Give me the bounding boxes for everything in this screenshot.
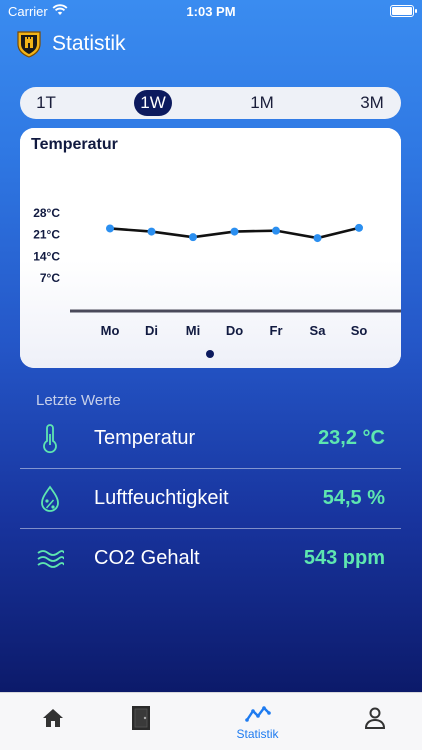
tab-bar: Statistik <box>0 692 422 750</box>
door-icon <box>128 705 154 731</box>
x-tick-label: Sa <box>310 323 327 338</box>
tab-label-statistik: Statistik <box>236 727 279 741</box>
x-tick-label: Mi <box>186 323 200 338</box>
y-tick-label: 14°C <box>33 249 60 263</box>
row-value: 23,2 °C <box>318 427 385 449</box>
tab-statistik[interactable]: Statistik <box>205 693 310 750</box>
thermometer-icon <box>36 424 64 454</box>
battery-icon <box>390 5 417 17</box>
shield-crest-icon <box>16 30 42 58</box>
y-tick-label: 21°C <box>33 228 60 242</box>
data-point <box>189 233 197 242</box>
segment-1w[interactable]: 1W <box>134 90 172 116</box>
humidity-drop-icon <box>36 484 64 514</box>
row-co2: CO2 Gehalt 543 ppm <box>20 530 401 590</box>
x-tick-label: Do <box>226 323 243 338</box>
section-label-latest: Letzte Werte <box>36 392 121 409</box>
x-tick-label: Di <box>145 323 158 338</box>
chart-title: Temperatur <box>31 136 118 153</box>
page-indicator-dot <box>206 350 214 358</box>
tab-profile[interactable] <box>322 693 422 750</box>
data-point <box>355 223 363 232</box>
row-humidity: Luftfeuchtigkeit 54,5 % <box>20 470 401 530</box>
period-segmented-control: 1T 1W 1M 3M <box>20 87 401 119</box>
divider <box>20 528 401 529</box>
y-tick-label: 7°C <box>40 271 60 285</box>
x-tick-label: So <box>351 323 368 338</box>
row-value: 543 ppm <box>303 547 385 569</box>
data-point <box>313 234 322 243</box>
tab-door[interactable] <box>88 693 193 750</box>
y-tick-label: 28°C <box>33 206 60 220</box>
data-point <box>272 226 280 235</box>
x-tick-label: Mo <box>101 323 120 338</box>
waves-icon <box>36 544 65 574</box>
page-title: Statistik <box>52 32 126 55</box>
data-point <box>230 227 239 236</box>
segment-1m[interactable]: 1M <box>250 93 274 112</box>
row-label: Luftfeuchtigkeit <box>94 487 229 509</box>
data-point <box>147 227 156 236</box>
clock-time: 1:03 PM <box>186 4 236 19</box>
nav-header: Statistik <box>0 22 422 66</box>
temperature-line-chart: 28°C 21°C 14°C 7°C Mo Di Mi Do Fr Sa So <box>33 206 401 338</box>
row-value: 54,5 % <box>322 487 385 509</box>
temperature-chart-card: Temperatur 28°C 21°C 14°C 7°C Mo Di Mi Do Fr Sa So <box>20 128 401 368</box>
wifi-icon <box>52 4 68 19</box>
segment-3m[interactable]: 3M <box>360 93 384 112</box>
home-icon <box>40 705 66 731</box>
divider <box>20 468 401 469</box>
row-temperature: Temperatur 23,2 °C <box>20 410 401 470</box>
x-tick-label: Fr <box>270 323 283 338</box>
data-point <box>106 224 114 233</box>
status-bar: Carrier 1:03 PM <box>0 0 422 22</box>
chart-line-icon <box>245 701 271 727</box>
row-label: CO2 Gehalt <box>94 547 200 569</box>
tab-home[interactable] <box>0 693 105 750</box>
segment-1t[interactable]: 1T <box>36 93 56 112</box>
row-label: Temperatur <box>94 427 196 449</box>
person-icon <box>362 705 388 731</box>
carrier-label: Carrier <box>8 4 48 19</box>
